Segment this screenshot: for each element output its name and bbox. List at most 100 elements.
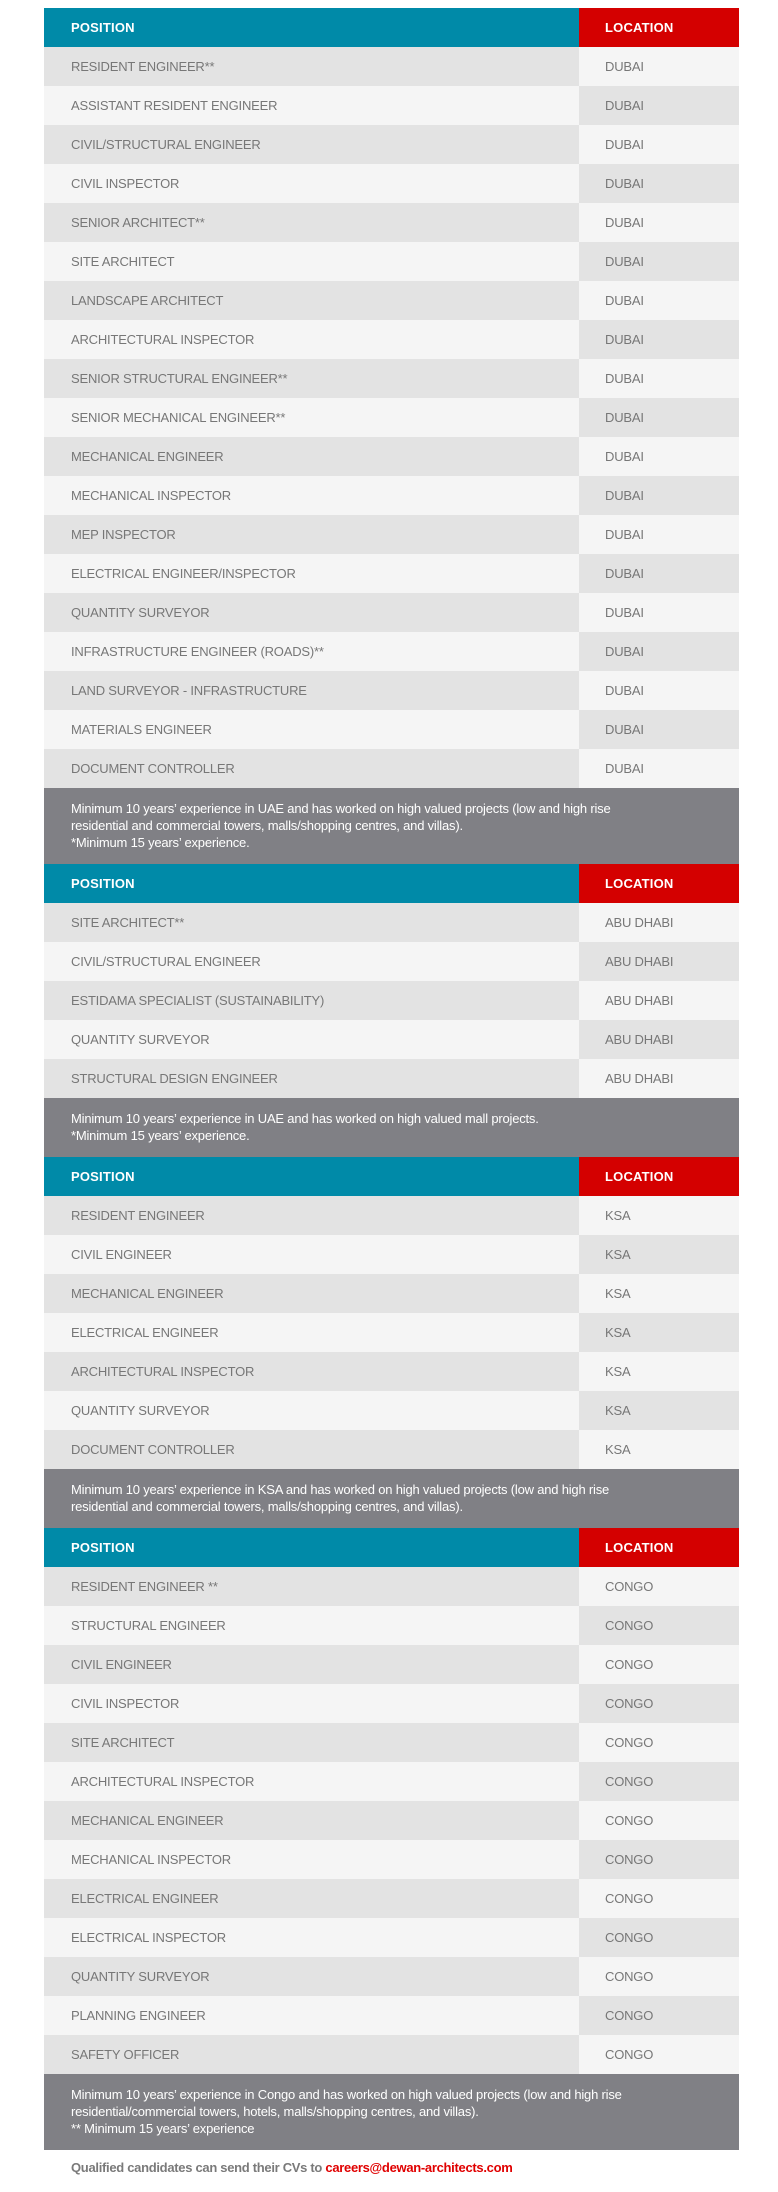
table-row: ASSISTANT RESIDENT ENGINEER DUBAI (44, 86, 739, 125)
table-row: MATERIALS ENGINEER DUBAI (44, 710, 739, 749)
header-position: POSITION (44, 864, 579, 903)
email-link[interactable]: careers@dewan-architects.com (325, 2160, 513, 2175)
position-cell: MECHANICAL INSPECTOR (44, 476, 579, 515)
position-cell: ELECTRICAL ENGINEER (44, 1313, 579, 1352)
table-row: MEP INSPECTOR DUBAI (44, 515, 739, 554)
position-cell: CIVIL INSPECTOR (44, 1684, 579, 1723)
position-cell: CIVIL/STRUCTURAL ENGINEER (44, 125, 579, 164)
table-row: STRUCTURAL ENGINEER CONGO (44, 1606, 739, 1645)
position-cell: MECHANICAL INSPECTOR (44, 1840, 579, 1879)
location-cell: CONGO (579, 1996, 739, 2035)
header-location: LOCATION (579, 864, 739, 903)
location-cell: CONGO (579, 1840, 739, 1879)
location-cell: KSA (579, 1430, 739, 1469)
job-listings: POSITION LOCATION RESIDENT ENGINEER** DU… (44, 8, 739, 2150)
section-table: POSITION LOCATION RESIDENT ENGINEER ** C… (44, 1528, 739, 2150)
table-header: POSITION LOCATION (44, 864, 739, 903)
position-cell: QUANTITY SURVEYOR (44, 1957, 579, 1996)
position-cell: DOCUMENT CONTROLLER (44, 1430, 579, 1469)
table-row: MECHANICAL ENGINEER CONGO (44, 1801, 739, 1840)
position-cell: CIVIL/STRUCTURAL ENGINEER (44, 942, 579, 981)
location-cell: KSA (579, 1274, 739, 1313)
position-cell: SENIOR MECHANICAL ENGINEER** (44, 398, 579, 437)
footer: Qualified candidates can send their CVs … (71, 2160, 513, 2175)
position-cell: RESIDENT ENGINEER ** (44, 1567, 579, 1606)
location-cell: DUBAI (579, 164, 739, 203)
location-cell: CONGO (579, 1645, 739, 1684)
section-table: POSITION LOCATION SITE ARCHITECT** ABU D… (44, 864, 739, 1157)
position-cell: SENIOR STRUCTURAL ENGINEER** (44, 359, 579, 398)
location-cell: CONGO (579, 1918, 739, 1957)
location-cell: CONGO (579, 1801, 739, 1840)
location-cell: DUBAI (579, 476, 739, 515)
location-cell: ABU DHABI (579, 903, 739, 942)
table-row: SITE ARCHITECT CONGO (44, 1723, 739, 1762)
table-row: CIVIL ENGINEER KSA (44, 1235, 739, 1274)
position-cell: ARCHITECTURAL INSPECTOR (44, 320, 579, 359)
table-row: ELECTRICAL ENGINEER CONGO (44, 1879, 739, 1918)
location-cell: DUBAI (579, 86, 739, 125)
table-header: POSITION LOCATION (44, 1528, 739, 1567)
table-row: LAND SURVEYOR - INFRASTRUCTURE DUBAI (44, 671, 739, 710)
location-cell: CONGO (579, 1723, 739, 1762)
position-cell: ELECTRICAL ENGINEER (44, 1879, 579, 1918)
note-text: Minimum 10 years’ experience in UAE and … (71, 801, 611, 850)
position-cell: ASSISTANT RESIDENT ENGINEER (44, 86, 579, 125)
position-cell: MECHANICAL ENGINEER (44, 1801, 579, 1840)
table-row: PLANNING ENGINEER CONGO (44, 1996, 739, 2035)
location-cell: CONGO (579, 1957, 739, 1996)
table-row: MECHANICAL ENGINEER DUBAI (44, 437, 739, 476)
position-cell: MECHANICAL ENGINEER (44, 1274, 579, 1313)
table-row: SAFETY OFFICER CONGO (44, 2035, 739, 2074)
table-row: LANDSCAPE ARCHITECT DUBAI (44, 281, 739, 320)
position-cell: RESIDENT ENGINEER** (44, 47, 579, 86)
position-cell: PLANNING ENGINEER (44, 1996, 579, 2035)
table-row: CIVIL ENGINEER CONGO (44, 1645, 739, 1684)
table-body: SITE ARCHITECT** ABU DHABI CIVIL/STRUCTU… (44, 903, 739, 1098)
position-cell: QUANTITY SURVEYOR (44, 1391, 579, 1430)
table-row: ELECTRICAL ENGINEER/INSPECTOR DUBAI (44, 554, 739, 593)
position-cell: ESTIDAMA SPECIALIST (SUSTAINABILITY) (44, 981, 579, 1020)
position-cell: SITE ARCHITECT (44, 242, 579, 281)
location-cell: CONGO (579, 1762, 739, 1801)
location-cell: DUBAI (579, 515, 739, 554)
table-row: SENIOR STRUCTURAL ENGINEER** DUBAI (44, 359, 739, 398)
table-row: CIVIL INSPECTOR DUBAI (44, 164, 739, 203)
location-cell: DUBAI (579, 320, 739, 359)
table-row: RESIDENT ENGINEER** DUBAI (44, 47, 739, 86)
table-row: QUANTITY SURVEYOR KSA (44, 1391, 739, 1430)
location-cell: DUBAI (579, 281, 739, 320)
note-text: Minimum 10 years’ experience in KSA and … (71, 1482, 610, 1514)
table-row: SENIOR ARCHITECT** DUBAI (44, 203, 739, 242)
table-body: RESIDENT ENGINEER ** CONGO STRUCTURAL EN… (44, 1567, 739, 2074)
table-body: RESIDENT ENGINEER KSA CIVIL ENGINEER KSA… (44, 1196, 739, 1469)
requirements-note: Minimum 10 years’ experience in KSA and … (44, 1469, 739, 1528)
position-cell: CIVIL ENGINEER (44, 1645, 579, 1684)
location-cell: DUBAI (579, 203, 739, 242)
requirements-note: Minimum 10 years’ experience in Congo an… (44, 2074, 739, 2150)
section-table: POSITION LOCATION RESIDENT ENGINEER KSA … (44, 1157, 739, 1528)
note-text: Minimum 10 years’ experience in Congo an… (71, 2087, 622, 2136)
table-row: ARCHITECTURAL INSPECTOR CONGO (44, 1762, 739, 1801)
table-row: ARCHITECTURAL INSPECTOR DUBAI (44, 320, 739, 359)
position-cell: STRUCTURAL ENGINEER (44, 1606, 579, 1645)
table-row: ELECTRICAL INSPECTOR CONGO (44, 1918, 739, 1957)
position-cell: MECHANICAL ENGINEER (44, 437, 579, 476)
position-cell: RESIDENT ENGINEER (44, 1196, 579, 1235)
position-cell: SITE ARCHITECT (44, 1723, 579, 1762)
section-table: POSITION LOCATION RESIDENT ENGINEER** DU… (44, 8, 739, 864)
table-body: RESIDENT ENGINEER** DUBAI ASSISTANT RESI… (44, 47, 739, 788)
location-cell: KSA (579, 1313, 739, 1352)
position-cell: ELECTRICAL ENGINEER/INSPECTOR (44, 554, 579, 593)
header-position: POSITION (44, 8, 579, 47)
header-position: POSITION (44, 1528, 579, 1567)
position-cell: SENIOR ARCHITECT** (44, 203, 579, 242)
location-cell: DUBAI (579, 554, 739, 593)
location-cell: DUBAI (579, 593, 739, 632)
position-cell: ARCHITECTURAL INSPECTOR (44, 1762, 579, 1801)
position-cell: LAND SURVEYOR - INFRASTRUCTURE (44, 671, 579, 710)
location-cell: DUBAI (579, 242, 739, 281)
location-cell: DUBAI (579, 437, 739, 476)
footer-text: Qualified candidates can send their CVs … (71, 2160, 326, 2175)
position-cell: QUANTITY SURVEYOR (44, 1020, 579, 1059)
